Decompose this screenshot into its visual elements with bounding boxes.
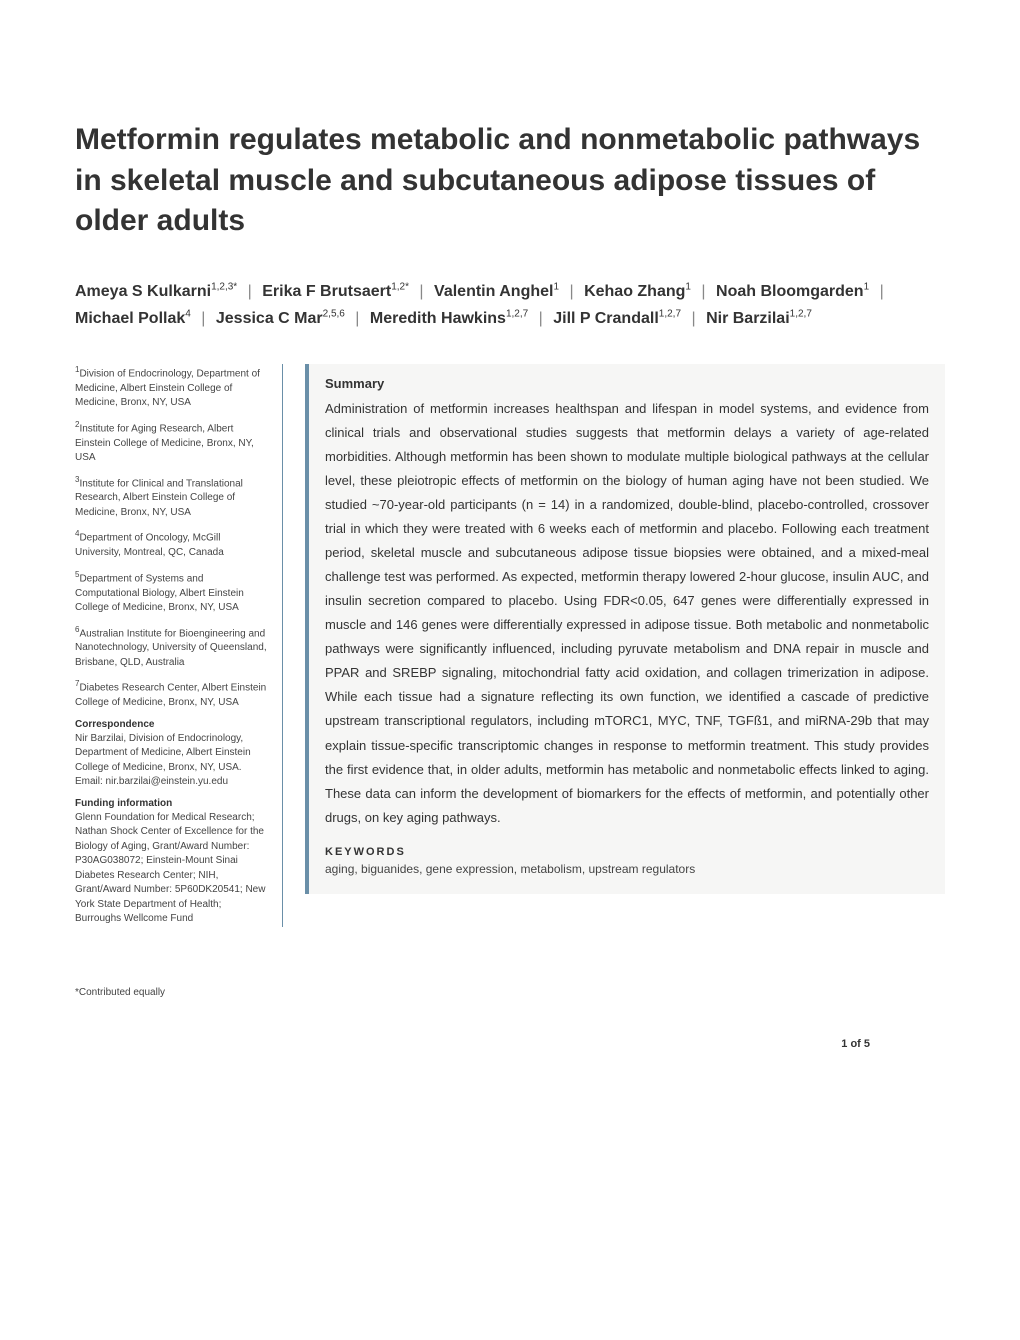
author: Jessica C Mar2,5,6 (216, 310, 345, 327)
correspondence-text: Nir Barzilai, Division of Endocrinology,… (75, 732, 268, 776)
author-separator: | (415, 283, 428, 300)
author: Noah Bloomgarden1 (716, 283, 869, 300)
author-separator: | (243, 283, 256, 300)
author-separator: | (197, 310, 210, 327)
author: Ameya S Kulkarni1,2,3* (75, 283, 237, 300)
author: Nir Barzilai1,2,7 (706, 310, 812, 327)
summary-heading: Summary (325, 376, 929, 391)
affiliations-list: 1Division of Endocrinology, Department o… (75, 364, 268, 711)
affiliation: 3Institute for Clinical and Translationa… (75, 474, 268, 521)
author-separator: | (697, 283, 710, 300)
author-list: Ameya S Kulkarni1,2,3* | Erika F Brutsae… (75, 278, 945, 332)
funding-heading: Funding information (75, 798, 268, 809)
keywords-text: aging, biguanides, gene expression, meta… (325, 862, 929, 876)
summary-box: Summary Administration of metformin incr… (305, 364, 945, 894)
affiliation: 2Institute for Aging Research, Albert Ei… (75, 419, 268, 466)
author-separator: | (875, 283, 884, 300)
funding-text: Glenn Foundation for Medical Research; N… (75, 811, 268, 927)
author: Erika F Brutsaert1,2* (262, 283, 409, 300)
affiliation: 5Department of Systems and Computational… (75, 569, 268, 616)
keywords-heading: KEYWORDS (325, 846, 929, 858)
author: Michael Pollak4 (75, 310, 191, 327)
main-column: Summary Administration of metformin incr… (305, 364, 945, 927)
author-separator: | (565, 283, 578, 300)
author-separator: | (351, 310, 364, 327)
affiliation: 7Diabetes Research Center, Albert Einste… (75, 678, 268, 710)
author: Jill P Crandall1,2,7 (553, 310, 681, 327)
correspondence-heading: Correspondence (75, 719, 268, 730)
affiliation: 4Department of Oncology, McGill Universi… (75, 528, 268, 560)
author-separator: | (687, 310, 700, 327)
affiliation: 6Australian Institute for Bioengineering… (75, 624, 268, 671)
author: Valentin Anghel1 (434, 283, 559, 300)
correspondence-email: Email: nir.barzilai@einstein.yu.edu (75, 775, 268, 790)
page-number: 1 of 5 (841, 1038, 870, 1050)
author-separator: | (534, 310, 547, 327)
summary-text: Administration of metformin increases he… (325, 397, 929, 830)
sidebar: 1Division of Endocrinology, Department o… (75, 364, 283, 927)
contributed-equally-footnote: *Contributed equally (75, 987, 945, 998)
affiliation: 1Division of Endocrinology, Department o… (75, 364, 268, 411)
author: Kehao Zhang1 (584, 283, 691, 300)
author: Meredith Hawkins1,2,7 (370, 310, 528, 327)
article-title: Metformin regulates metabolic and nonmet… (75, 120, 945, 242)
